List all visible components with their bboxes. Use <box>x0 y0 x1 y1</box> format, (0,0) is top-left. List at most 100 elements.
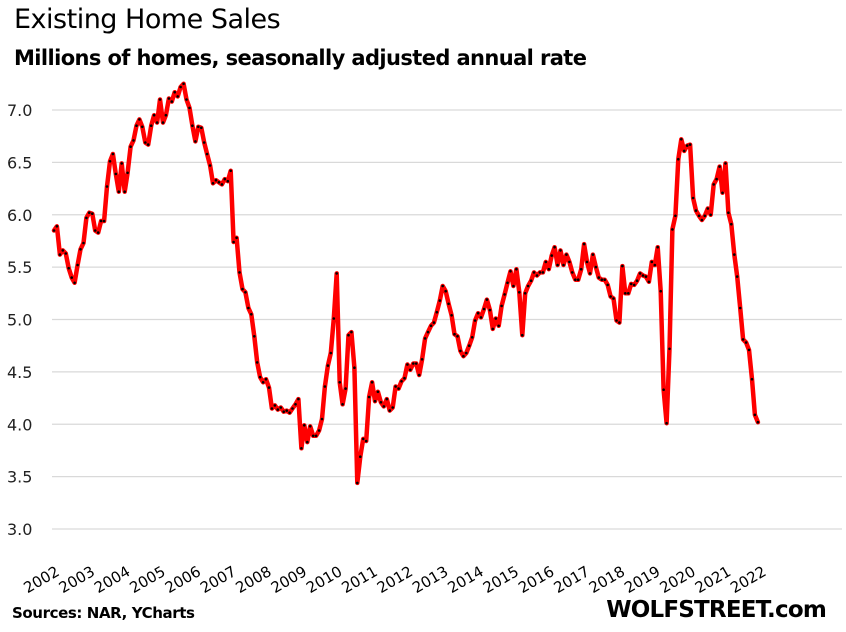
data-point <box>356 481 359 485</box>
data-point <box>367 395 371 399</box>
data-point <box>185 98 188 101</box>
chart-subtitle: Millions of homes, seasonally adjusted a… <box>14 46 587 70</box>
data-point <box>512 284 515 288</box>
data-point <box>629 282 633 286</box>
data-point <box>149 124 153 127</box>
data-point <box>709 213 712 217</box>
data-point <box>364 439 368 443</box>
data-point <box>158 98 162 101</box>
data-point <box>241 287 244 291</box>
data-point <box>544 260 548 264</box>
data-point <box>438 299 442 302</box>
data-point <box>288 411 291 415</box>
data-point <box>344 387 347 390</box>
data-point <box>338 381 342 384</box>
data-point <box>61 249 65 252</box>
data-point <box>82 241 85 245</box>
data-point <box>644 275 648 278</box>
data-point <box>359 455 362 459</box>
data-point <box>217 181 221 184</box>
data-point <box>273 404 277 407</box>
data-point <box>197 125 200 129</box>
data-point <box>161 121 165 124</box>
data-point <box>521 333 524 337</box>
data-point <box>647 280 651 284</box>
y-tick-label: 7.0 <box>7 101 32 120</box>
data-point <box>308 425 312 428</box>
data-point <box>467 344 471 348</box>
data-point <box>541 271 545 274</box>
data-point <box>597 276 601 279</box>
data-point <box>123 190 126 193</box>
data-point <box>733 253 736 256</box>
data-point <box>406 363 409 366</box>
data-point <box>385 397 389 401</box>
data-point <box>58 253 62 256</box>
data-point <box>294 403 297 406</box>
data-point <box>550 254 553 257</box>
x-tick-label: 2007 <box>197 562 239 597</box>
brand-logo-text: WOLFSTREET.com <box>606 597 827 623</box>
data-point <box>744 341 748 344</box>
data-point <box>205 152 209 156</box>
data-point <box>170 100 174 103</box>
data-point <box>64 252 68 255</box>
data-point <box>300 447 303 450</box>
data-point <box>144 141 147 144</box>
data-point <box>317 429 321 432</box>
data-point <box>370 381 374 384</box>
y-tick-label: 5.0 <box>7 311 32 330</box>
data-point <box>73 281 76 285</box>
data-point <box>55 225 59 228</box>
data-point <box>126 171 129 175</box>
data-point <box>311 434 315 438</box>
data-point <box>491 327 495 331</box>
data-point <box>741 338 745 341</box>
data-point <box>574 278 577 282</box>
data-point <box>303 424 306 427</box>
data-point <box>279 406 283 409</box>
data-point <box>706 207 710 210</box>
y-tick-label: 4.5 <box>7 363 32 382</box>
data-point <box>79 248 82 251</box>
data-point <box>682 149 686 153</box>
data-point <box>423 337 427 340</box>
data-point <box>120 162 123 165</box>
data-point <box>291 407 294 410</box>
x-tick-label: 2002 <box>20 562 62 597</box>
x-tick-label: 2004 <box>91 562 133 597</box>
data-point <box>473 319 477 322</box>
data-point <box>756 420 760 424</box>
data-point <box>659 289 662 293</box>
data-point <box>253 335 256 338</box>
data-point <box>556 263 559 267</box>
data-point <box>465 351 468 355</box>
data-point <box>391 406 395 409</box>
data-point <box>624 292 627 295</box>
data-point <box>453 332 456 336</box>
data-point <box>314 434 318 438</box>
data-point <box>747 348 751 352</box>
data-point <box>665 421 668 425</box>
data-point <box>117 190 121 193</box>
data-point <box>576 278 580 282</box>
data-point <box>462 354 465 358</box>
data-point <box>191 124 194 127</box>
data-point <box>582 242 586 246</box>
data-point <box>176 95 179 98</box>
data-point <box>155 121 159 124</box>
data-point <box>412 362 415 365</box>
data-point <box>603 278 606 282</box>
data-point <box>332 317 336 320</box>
data-point <box>703 214 707 218</box>
data-point <box>138 118 141 121</box>
data-point <box>459 349 462 353</box>
data-point <box>750 377 754 381</box>
data-point <box>724 162 727 165</box>
data-point <box>559 249 562 252</box>
data-point <box>88 211 91 214</box>
data-point <box>712 183 715 186</box>
data-point <box>152 113 156 117</box>
series-line <box>51 81 761 486</box>
data-point <box>694 209 698 212</box>
